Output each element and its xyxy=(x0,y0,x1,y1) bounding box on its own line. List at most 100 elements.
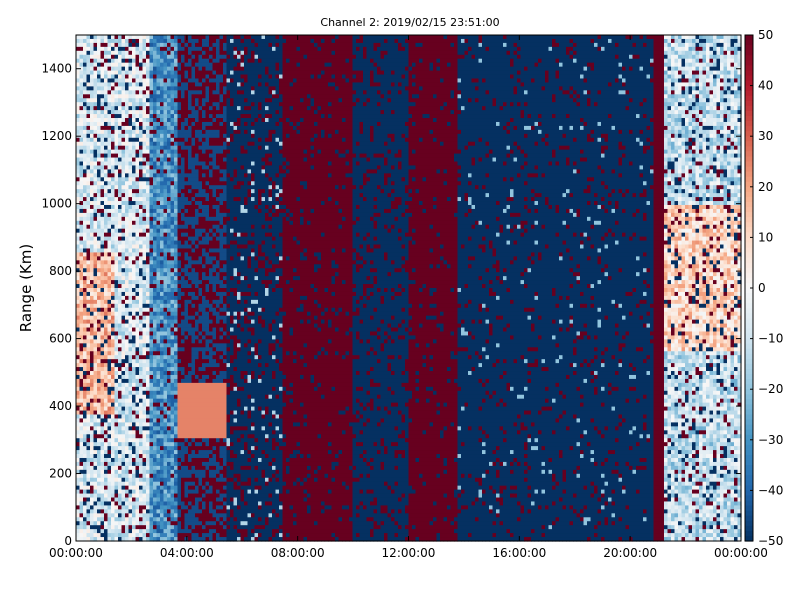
heatmap-cell xyxy=(188,213,192,218)
heatmap-cell xyxy=(178,316,182,321)
heatmap-cell xyxy=(153,185,157,190)
heatmap-cell xyxy=(199,35,203,40)
heatmap-cell xyxy=(83,146,87,151)
heatmap-cell xyxy=(178,363,182,368)
heatmap-cell xyxy=(178,122,182,127)
heatmap-cell xyxy=(143,86,147,91)
heatmap-cell xyxy=(104,418,108,423)
heatmap-cell xyxy=(171,308,175,313)
heatmap-cell xyxy=(206,458,210,463)
heatmap-cell xyxy=(192,213,196,218)
heatmap-cell xyxy=(199,391,203,396)
heatmap-cell xyxy=(199,63,203,68)
heatmap-cell xyxy=(108,205,112,210)
heatmap-cell xyxy=(104,245,108,250)
heatmap-cell xyxy=(111,142,115,147)
heatmap-cell xyxy=(80,462,84,467)
heatmap-cell xyxy=(80,177,84,182)
heatmap-cell xyxy=(76,371,80,376)
heatmap-cell xyxy=(199,415,203,420)
heatmap-cell xyxy=(206,367,210,372)
heatmap-cell xyxy=(185,75,189,80)
heatmap-cell xyxy=(202,201,206,206)
heatmap-cell xyxy=(167,71,171,76)
heatmap-cell xyxy=(101,138,105,143)
heatmap-cell xyxy=(132,260,136,265)
heatmap-cell xyxy=(150,217,154,222)
heatmap-cell xyxy=(146,181,150,186)
heatmap-cell xyxy=(202,470,206,475)
heatmap-cell xyxy=(188,422,192,427)
heatmap-cell xyxy=(76,280,80,285)
heatmap-cell xyxy=(150,201,154,206)
heatmap-cell xyxy=(178,272,182,277)
heatmap-cell xyxy=(209,110,213,115)
heatmap-cell xyxy=(178,494,182,499)
heatmap-cell xyxy=(104,494,108,499)
heatmap-cell xyxy=(87,355,91,360)
heatmap-cell xyxy=(94,43,98,48)
heatmap-cell xyxy=(104,189,108,194)
heatmap-cell xyxy=(139,165,143,170)
heatmap-cell xyxy=(118,324,122,329)
heatmap-cell xyxy=(76,430,80,435)
heatmap-cell xyxy=(164,335,168,340)
heatmap-cell xyxy=(118,446,122,451)
heatmap-cell xyxy=(181,181,185,186)
heatmap-cell xyxy=(181,312,185,317)
heatmap-cell xyxy=(80,122,84,127)
heatmap-cell xyxy=(97,387,101,392)
heatmap-cell xyxy=(157,189,161,194)
heatmap-cell xyxy=(132,355,136,360)
heatmap-cell xyxy=(97,276,101,281)
heatmap-cell xyxy=(122,316,126,321)
heatmap-cell xyxy=(185,63,189,68)
heatmap-cell xyxy=(132,525,136,530)
heatmap-cell xyxy=(195,146,199,151)
heatmap-cell xyxy=(94,533,98,538)
heatmap-cell xyxy=(188,248,192,253)
heatmap-cell xyxy=(87,78,91,83)
heatmap-cell xyxy=(136,399,140,404)
heatmap-cell xyxy=(104,347,108,352)
heatmap-cell xyxy=(111,304,115,309)
heatmap-cell xyxy=(143,438,147,443)
heatmap-cell xyxy=(192,165,196,170)
heatmap-cell xyxy=(174,371,178,376)
heatmap-cell xyxy=(199,284,203,289)
heatmap-cell xyxy=(202,217,206,222)
heatmap-cell xyxy=(108,35,112,40)
heatmap-cell xyxy=(115,193,119,198)
heatmap-cell xyxy=(83,320,87,325)
heatmap-cell xyxy=(160,213,164,218)
heatmap-cell xyxy=(178,82,182,87)
heatmap-cell xyxy=(171,284,175,289)
heatmap-cell xyxy=(115,165,119,170)
heatmap-cell xyxy=(178,78,182,83)
heatmap-cell xyxy=(118,39,122,44)
heatmap-cell xyxy=(188,525,192,530)
heatmap-cell xyxy=(181,71,185,76)
heatmap-cell xyxy=(129,525,133,530)
heatmap-cell xyxy=(195,478,199,483)
heatmap-cell xyxy=(171,86,175,91)
heatmap-cell xyxy=(83,245,87,250)
heatmap-cell xyxy=(181,55,185,60)
heatmap-cell xyxy=(192,379,196,384)
heatmap-cell xyxy=(108,418,112,423)
heatmap-cell xyxy=(199,363,203,368)
heatmap-cell xyxy=(80,55,84,60)
heatmap-cell xyxy=(171,150,175,155)
heatmap-cell xyxy=(202,407,206,412)
heatmap-cell xyxy=(188,51,192,56)
heatmap-cell xyxy=(101,225,105,230)
heatmap-cell xyxy=(153,78,157,83)
heatmap-cell xyxy=(185,454,189,459)
heatmap-cell xyxy=(80,418,84,423)
heatmap-cell xyxy=(115,248,119,253)
heatmap-cell xyxy=(115,304,119,309)
heatmap-cell xyxy=(143,126,147,131)
heatmap-cell xyxy=(111,434,115,439)
heatmap-cell xyxy=(87,201,91,206)
heatmap-cell xyxy=(178,169,182,174)
